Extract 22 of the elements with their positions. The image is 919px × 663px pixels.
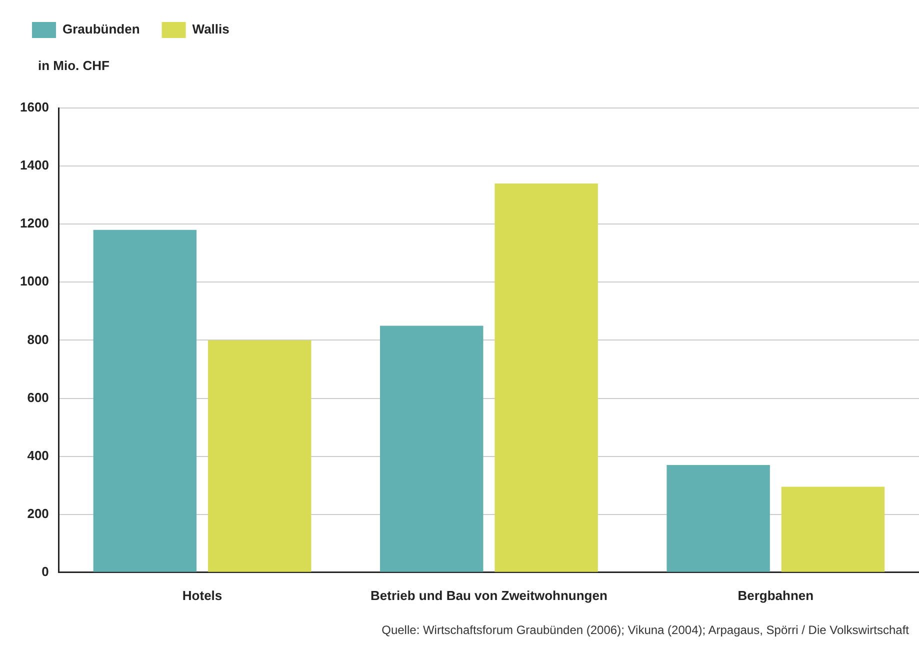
y-tick-label: 600	[27, 390, 49, 405]
x-tick-label: Betrieb und Bau von Zweitwohnungen	[370, 588, 608, 603]
bar	[380, 326, 484, 572]
bar	[208, 340, 312, 572]
legend-label: Wallis	[192, 22, 230, 37]
y-tick-label: 1200	[20, 216, 49, 231]
y-tick-label: 1400	[20, 158, 49, 173]
bar	[93, 230, 197, 572]
y-tick-label: 200	[27, 506, 49, 521]
y-tick-label: 400	[27, 448, 49, 463]
y-tick-label: 800	[27, 332, 49, 347]
bar	[494, 183, 598, 572]
legend-label: Graubünden	[62, 22, 140, 37]
bar	[781, 486, 885, 572]
y-axis-title: in Mio. CHF	[38, 58, 110, 73]
x-tick-label: Hotels	[182, 588, 222, 603]
y-tick-label: 0	[42, 564, 49, 579]
source-note: Quelle: Wirtschaftsforum Graubünden (2006); Vikuna (2004); Arpagaus, Spörri / Die Volkswirtschaft	[380, 622, 909, 639]
y-tick-label: 1600	[20, 100, 49, 115]
bar	[666, 465, 770, 572]
x-tick-label: Bergbahnen	[738, 588, 814, 603]
y-tick-label: 1000	[20, 274, 49, 289]
